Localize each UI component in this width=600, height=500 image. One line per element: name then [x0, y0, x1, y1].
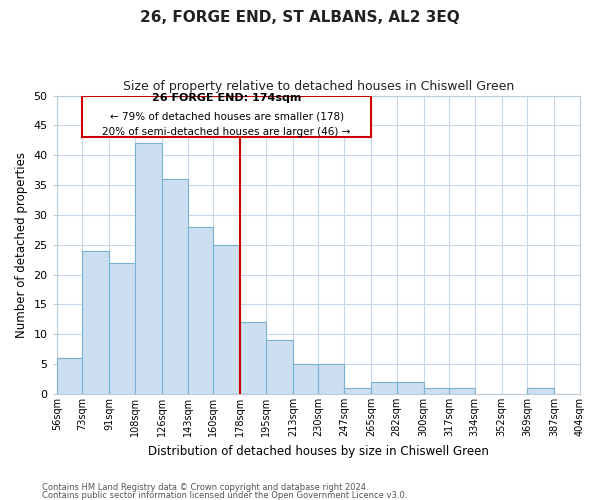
Bar: [57, 358, 82, 394]
Bar: [135, 144, 162, 394]
Text: Contains public sector information licensed under the Open Government Licence v3: Contains public sector information licen…: [42, 490, 407, 500]
Bar: [319, 364, 344, 394]
Bar: [266, 340, 293, 394]
Bar: [109, 262, 135, 394]
Bar: [424, 388, 449, 394]
Text: 20% of semi-detached houses are larger (46) →: 20% of semi-detached houses are larger (…: [103, 127, 351, 137]
Bar: [397, 382, 424, 394]
Bar: [527, 388, 554, 394]
Bar: [371, 382, 397, 394]
Text: 26, FORGE END, ST ALBANS, AL2 3EQ: 26, FORGE END, ST ALBANS, AL2 3EQ: [140, 10, 460, 25]
Text: ← 79% of detached houses are smaller (178): ← 79% of detached houses are smaller (17…: [110, 112, 344, 122]
Text: Contains HM Land Registry data © Crown copyright and database right 2024.: Contains HM Land Registry data © Crown c…: [42, 484, 368, 492]
Text: 26 FORGE END: 174sqm: 26 FORGE END: 174sqm: [152, 92, 301, 102]
Bar: [162, 179, 188, 394]
Bar: [344, 388, 371, 394]
Bar: [449, 388, 475, 394]
FancyBboxPatch shape: [82, 96, 371, 138]
Y-axis label: Number of detached properties: Number of detached properties: [15, 152, 28, 338]
Bar: [213, 245, 240, 394]
Bar: [188, 227, 213, 394]
X-axis label: Distribution of detached houses by size in Chiswell Green: Distribution of detached houses by size …: [148, 444, 489, 458]
Bar: [82, 251, 109, 394]
Bar: [240, 322, 266, 394]
Bar: [293, 364, 319, 394]
Title: Size of property relative to detached houses in Chiswell Green: Size of property relative to detached ho…: [123, 80, 514, 93]
